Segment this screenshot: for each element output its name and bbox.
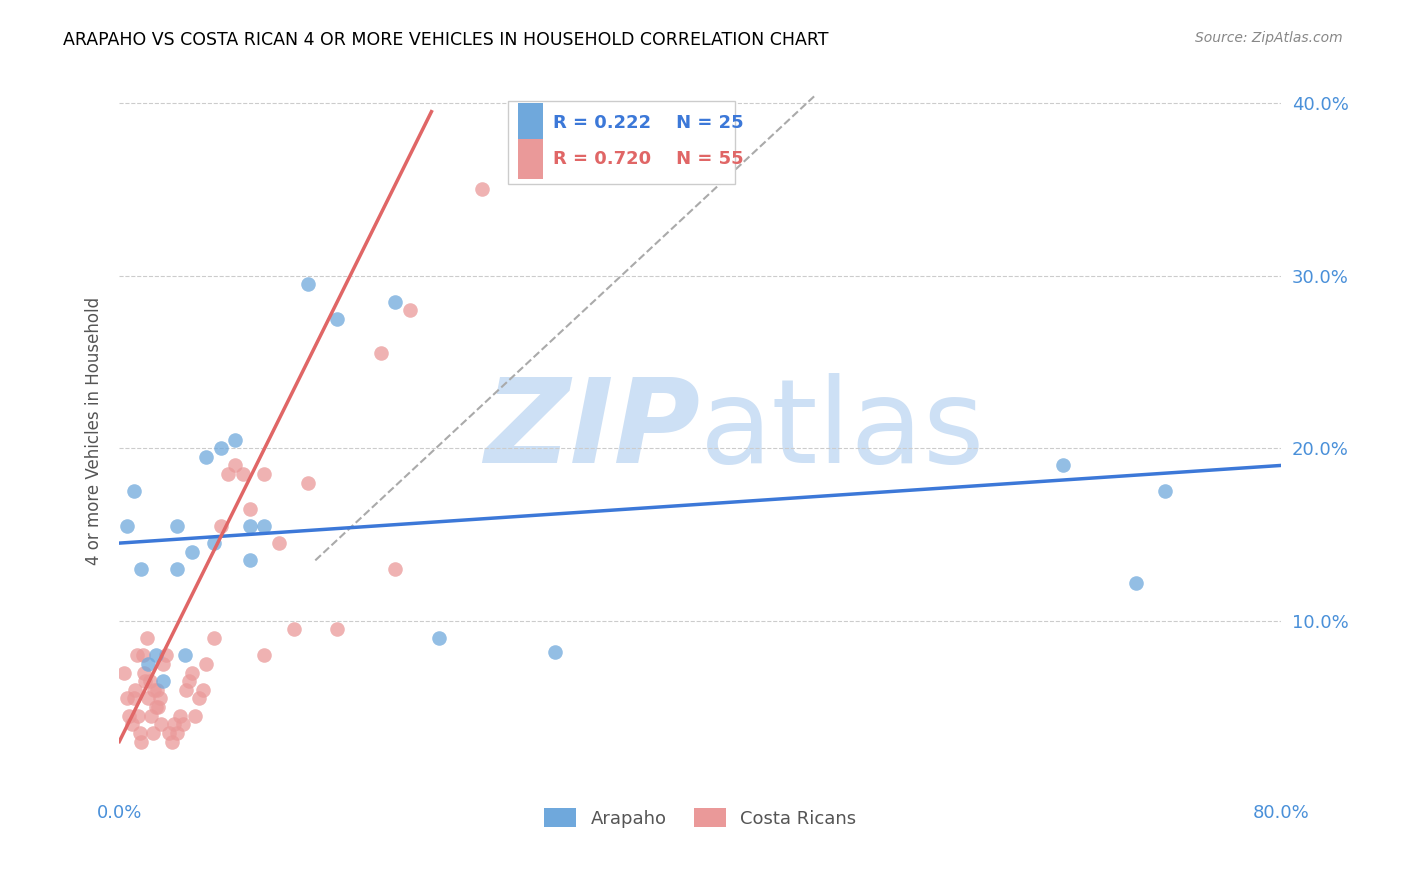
Point [143,682,166,697]
Point [115,519,138,533]
Point [544,645,567,659]
Point [163,717,186,731]
Point [129,734,152,748]
Point [195,657,218,671]
Point [157,726,180,740]
Y-axis label: 4 or more Vehicles in Household: 4 or more Vehicles in Household [86,297,103,565]
Point [166,562,188,576]
Text: ZIP: ZIP [484,374,700,489]
Point [149,691,172,706]
Point [209,441,232,455]
Point [152,657,174,671]
Point [253,519,276,533]
Point [122,484,145,499]
Point [297,475,319,490]
Point [1125,575,1147,590]
Point [224,458,246,473]
Point [121,717,143,731]
Point [202,631,225,645]
Text: R = 0.222    N = 25: R = 0.222 N = 25 [553,114,744,132]
Point [146,682,169,697]
Text: Source: ZipAtlas.com: Source: ZipAtlas.com [1195,31,1343,45]
Point [141,708,163,723]
Legend: Arapaho, Costa Ricans: Arapaho, Costa Ricans [536,801,863,835]
Point [148,700,170,714]
Point [297,277,319,292]
Point [174,682,197,697]
Point [118,708,141,723]
Point [145,648,167,663]
Point [145,700,167,714]
Point [125,648,148,663]
Point [224,433,246,447]
Point [253,648,276,663]
Point [112,665,135,680]
Point [1052,458,1074,473]
Point [326,623,349,637]
Point [188,691,211,706]
Point [239,553,262,567]
Point [427,631,450,645]
Text: atlas: atlas [700,374,986,489]
Point [150,717,173,731]
FancyBboxPatch shape [517,103,543,143]
Point [139,674,162,689]
Point [136,657,159,671]
Point [283,623,305,637]
Point [128,726,150,740]
Point [129,562,152,576]
Point [202,536,225,550]
Point [135,631,157,645]
Point [124,682,146,697]
Point [239,519,262,533]
Point [217,467,239,481]
Text: R = 0.720    N = 55: R = 0.720 N = 55 [553,150,744,168]
Point [155,648,177,663]
Point [184,708,207,723]
Point [177,674,200,689]
FancyBboxPatch shape [509,101,735,185]
Point [471,182,494,196]
Point [398,303,420,318]
Point [173,648,195,663]
Point [152,674,174,689]
Point [384,562,406,576]
Point [131,648,153,663]
Point [136,691,159,706]
Point [193,682,215,697]
Point [326,311,349,326]
Point [169,708,191,723]
Point [172,717,194,731]
Point [195,450,218,464]
Text: ARAPAHO VS COSTA RICAN 4 OR MORE VEHICLES IN HOUSEHOLD CORRELATION CHART: ARAPAHO VS COSTA RICAN 4 OR MORE VEHICLE… [63,31,828,49]
Point [180,665,202,680]
Point [209,519,232,533]
Point [160,734,183,748]
Point [142,726,165,740]
Point [180,545,202,559]
Point [1153,484,1175,499]
Point [370,346,392,360]
Point [132,665,155,680]
Point [232,467,254,481]
Point [127,708,149,723]
Point [267,536,290,550]
Point [134,674,156,689]
Point [384,294,406,309]
Point [115,691,138,706]
Point [253,467,276,481]
Point [239,501,262,516]
Point [166,726,188,740]
Point [166,519,188,533]
FancyBboxPatch shape [517,139,543,179]
Point [122,691,145,706]
